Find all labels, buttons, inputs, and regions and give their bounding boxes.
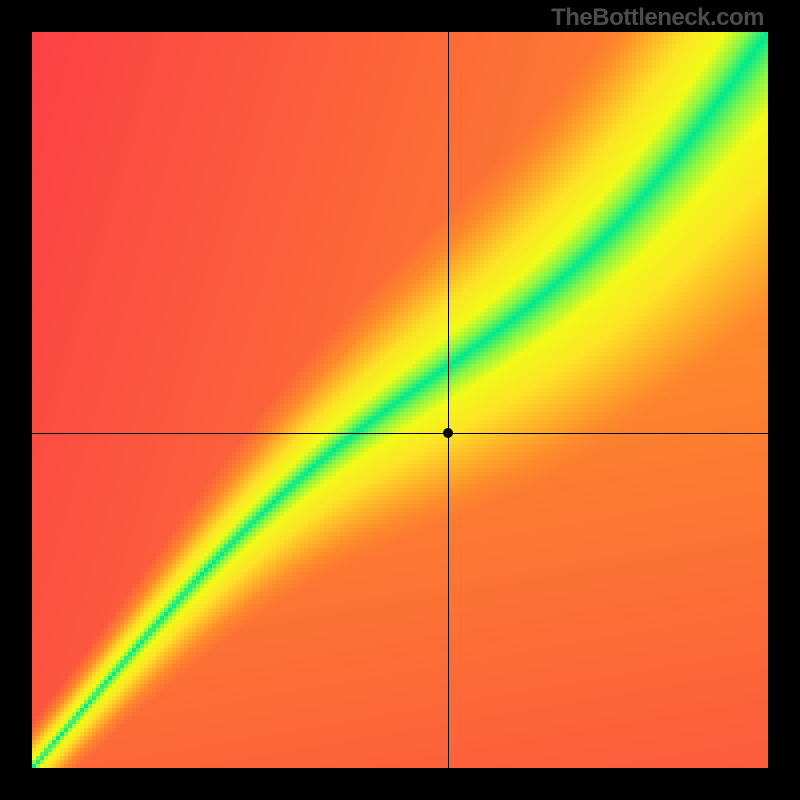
watermark-text: TheBottleneck.com — [551, 4, 764, 32]
crosshair-marker-dot — [443, 428, 453, 438]
crosshair-horizontal — [32, 433, 768, 434]
bottleneck-heatmap — [32, 32, 768, 768]
chart-container: TheBottleneck.com — [0, 0, 800, 800]
crosshair-vertical — [448, 32, 449, 768]
